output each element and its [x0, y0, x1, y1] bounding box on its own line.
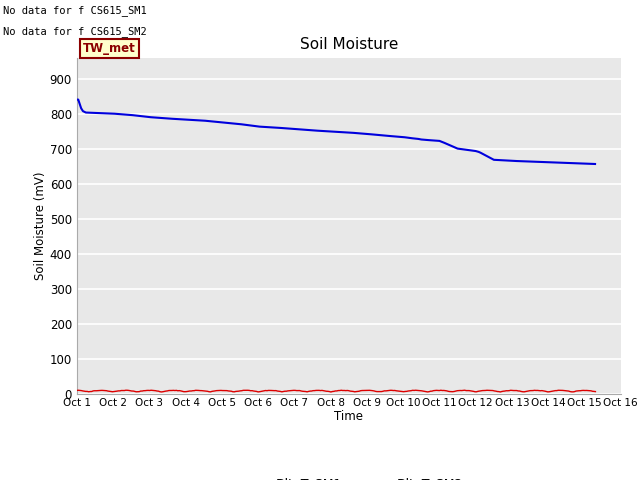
- X-axis label: Time: Time: [334, 410, 364, 423]
- Title: Soil Moisture: Soil Moisture: [300, 37, 398, 52]
- Text: No data for f CS615_SM1: No data for f CS615_SM1: [3, 5, 147, 16]
- Y-axis label: Soil Moisture (mV): Soil Moisture (mV): [34, 171, 47, 280]
- Legend: DltaT_SM1, DltaT_SM2: DltaT_SM1, DltaT_SM2: [230, 472, 468, 480]
- Text: No data for f CS615_SM2: No data for f CS615_SM2: [3, 26, 147, 37]
- Text: TW_met: TW_met: [83, 42, 136, 55]
